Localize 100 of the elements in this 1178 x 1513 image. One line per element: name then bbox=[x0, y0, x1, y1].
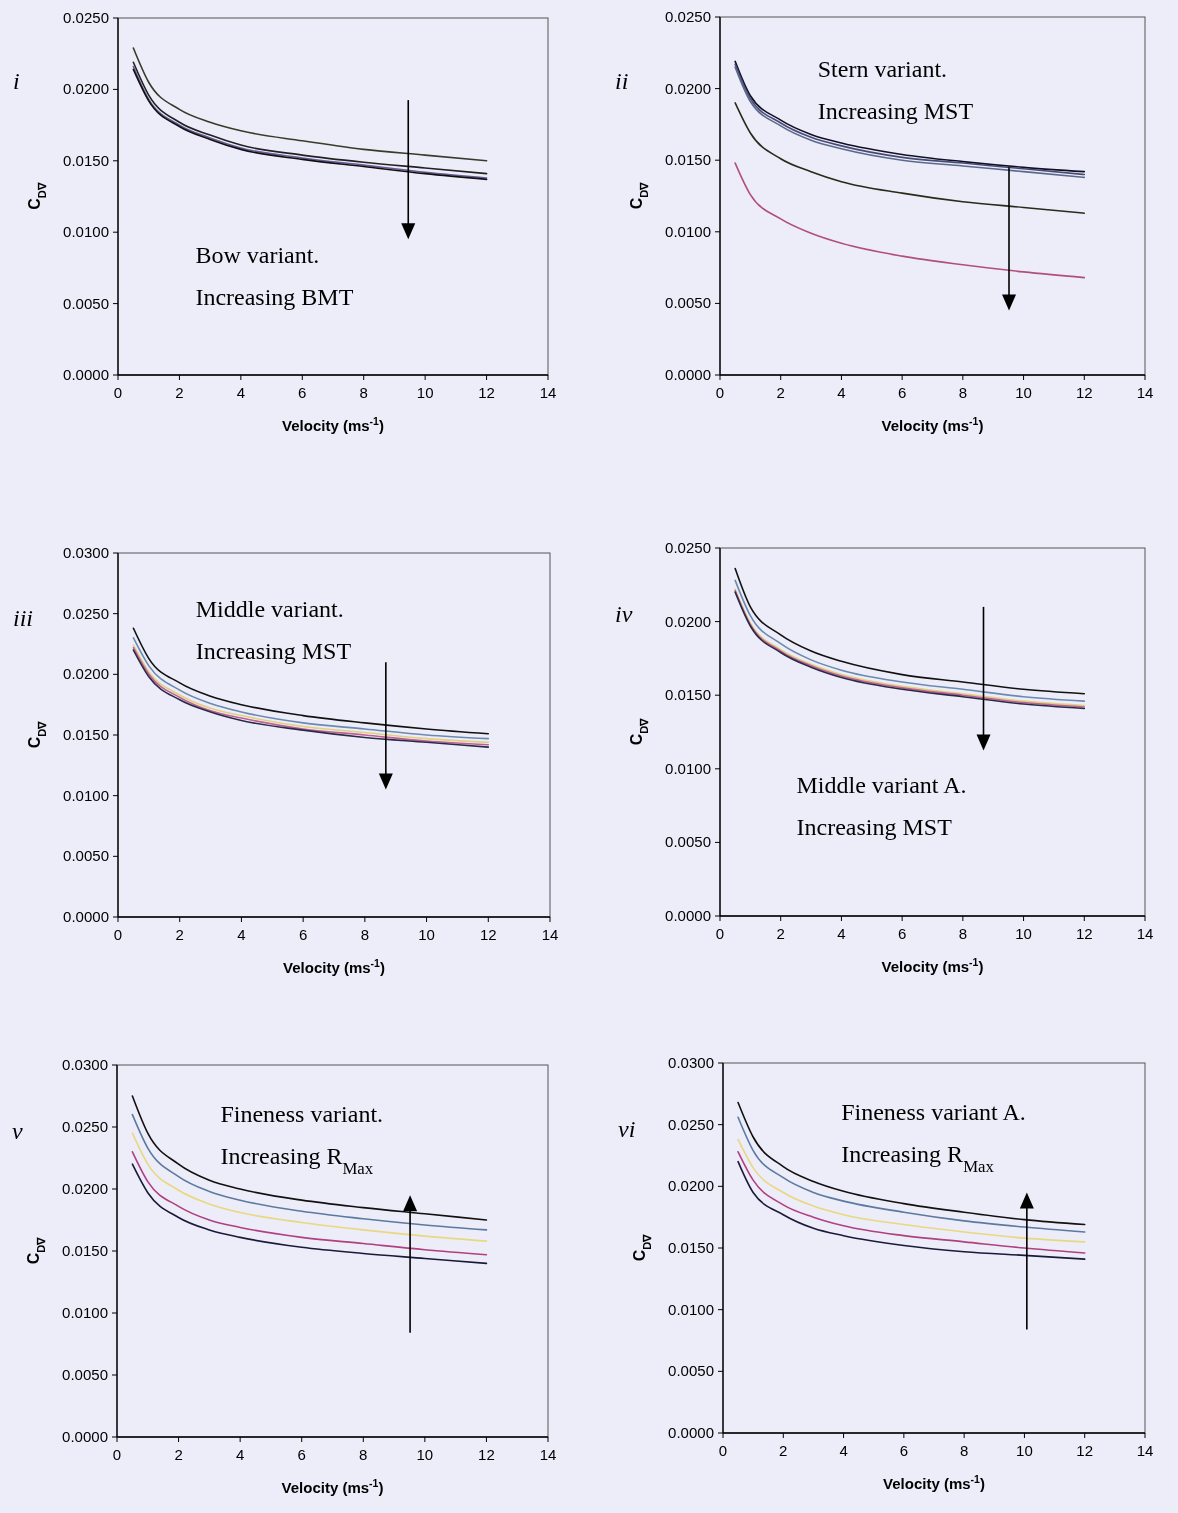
y-tick-label: 0.0250 bbox=[665, 539, 711, 556]
x-tick-label: 2 bbox=[776, 925, 785, 942]
x-tick-label: 4 bbox=[839, 1442, 848, 1459]
y-tick-label: 0.0150 bbox=[63, 726, 109, 743]
y-tick-label: 0.0150 bbox=[665, 151, 711, 169]
x-tick-label: 14 bbox=[541, 926, 559, 943]
x-tick-label: 4 bbox=[235, 1446, 245, 1463]
annotation: Middle variant A. bbox=[796, 771, 967, 798]
y-tick-label: 0.0300 bbox=[62, 1056, 108, 1073]
x-tick-label: 4 bbox=[236, 384, 246, 401]
x-tick-label: 6 bbox=[298, 926, 308, 943]
x-tick-label: 12 bbox=[479, 926, 497, 943]
x-tick-label: 10 bbox=[418, 926, 435, 943]
x-tick-label: 8 bbox=[958, 925, 968, 942]
x-tick-label: 8 bbox=[959, 1442, 969, 1459]
x-tick-label: 8 bbox=[360, 926, 370, 943]
x-tick-label: 0 bbox=[718, 1442, 728, 1459]
x-tick-label: 4 bbox=[237, 926, 246, 943]
y-tick-label: 0.0250 bbox=[668, 1115, 714, 1133]
x-tick-label: 8 bbox=[958, 384, 968, 401]
y-tick-label: 0.0200 bbox=[665, 79, 711, 97]
y-tick-label: 0.0050 bbox=[665, 833, 711, 851]
y-tick-label: 0.0300 bbox=[63, 544, 109, 561]
x-tick-label: 10 bbox=[1015, 925, 1032, 942]
x-tick-label: 2 bbox=[174, 1446, 183, 1463]
x-tick-label: 10 bbox=[416, 384, 434, 401]
x-tick-label: 0 bbox=[715, 384, 725, 401]
y-tick-label: 0.0000 bbox=[62, 1428, 108, 1445]
y-tick-label: 0.0250 bbox=[665, 8, 711, 25]
x-tick-label: 4 bbox=[837, 925, 846, 942]
x-tick-label: 2 bbox=[776, 384, 785, 401]
y-tick-label: 0.0100 bbox=[665, 222, 711, 240]
annotation: Increasing R$_{Max}$ bbox=[220, 1143, 374, 1178]
x-tick-label: 8 bbox=[359, 384, 368, 401]
y-tick-label: 0.0000 bbox=[668, 1424, 714, 1441]
y-tick-label: 0.0050 bbox=[63, 847, 109, 865]
x-axis-title: Velocity (ms$^{-1}$) bbox=[881, 956, 984, 975]
y-tick-label: 0.0250 bbox=[62, 1118, 108, 1135]
text: ii bbox=[615, 67, 629, 94]
x-tick-label: 12 bbox=[478, 1446, 495, 1463]
annotation: Increasing BMT bbox=[195, 284, 354, 311]
y-tick-label: 0.0000 bbox=[63, 908, 109, 925]
x-tick-label: 6 bbox=[897, 925, 907, 942]
y-tick-label: 0.0100 bbox=[668, 1300, 714, 1318]
y-tick-label: 0.0200 bbox=[63, 665, 109, 683]
y-tick-label: 0.0150 bbox=[665, 686, 711, 704]
y-tick-label: 0.0000 bbox=[63, 366, 109, 383]
x-tick-label: 14 bbox=[1136, 925, 1154, 942]
y-tick-label: 0.0000 bbox=[665, 366, 711, 383]
x-tick-label: 14 bbox=[539, 384, 557, 401]
y-tick-label: 0.0150 bbox=[63, 151, 109, 169]
y-tick-label: 0.0250 bbox=[63, 9, 109, 26]
x-tick-label: 6 bbox=[897, 384, 907, 401]
text: i bbox=[13, 68, 20, 95]
x-tick-label: 12 bbox=[1076, 1442, 1094, 1459]
annotation: Stern variant. bbox=[817, 55, 948, 82]
annotation: Bow variant. bbox=[195, 242, 320, 269]
x-tick-label: 4 bbox=[837, 384, 846, 401]
x-tick-label: 2 bbox=[175, 926, 184, 943]
annotation: Increasing R$_{Max}$ bbox=[841, 1141, 995, 1176]
x-axis-title: Velocity (ms$^{-1}$) bbox=[883, 1473, 985, 1492]
y-tick-label: 0.0050 bbox=[63, 294, 109, 312]
annotation: Increasing MST bbox=[195, 638, 352, 665]
y-tick-label: 0.0100 bbox=[665, 759, 711, 777]
y-tick-label: 0.0200 bbox=[665, 612, 711, 630]
x-axis-title: Velocity (ms$^{-1}$) bbox=[282, 415, 384, 434]
y-tick-label: 0.0050 bbox=[62, 1366, 108, 1383]
x-tick-label: 10 bbox=[416, 1446, 434, 1463]
x-tick-label: 0 bbox=[715, 925, 725, 942]
x-tick-label: 0 bbox=[113, 384, 123, 401]
text: iv bbox=[615, 600, 633, 627]
x-tick-label: 2 bbox=[779, 1442, 788, 1459]
x-tick-label: 0 bbox=[112, 1446, 122, 1463]
text: vi bbox=[618, 1116, 636, 1142]
y-tick-label: 0.0250 bbox=[63, 604, 109, 622]
y-tick-label: 0.0100 bbox=[62, 1304, 108, 1321]
x-axis-title: Velocity (ms$^{-1}$) bbox=[881, 415, 984, 434]
y-tick-label: 0.0100 bbox=[63, 786, 109, 804]
x-tick-label: 10 bbox=[1016, 1442, 1033, 1459]
x-tick-label: 12 bbox=[1075, 384, 1093, 401]
x-tick-label: 6 bbox=[297, 1446, 306, 1463]
x-axis-title: Velocity (ms$^{-1}$) bbox=[281, 1477, 384, 1496]
text: v bbox=[12, 1118, 23, 1145]
y-tick-label: 0.0200 bbox=[668, 1177, 714, 1195]
x-tick-label: 14 bbox=[1136, 384, 1154, 401]
y-tick-label: 0.0200 bbox=[62, 1180, 108, 1197]
annotation: Increasing MST bbox=[796, 813, 953, 840]
x-tick-label: 12 bbox=[478, 384, 495, 401]
x-tick-label: 14 bbox=[539, 1446, 557, 1463]
text: iii bbox=[13, 604, 34, 631]
x-tick-label: 2 bbox=[175, 384, 184, 401]
x-axis-title: Velocity (ms$^{-1}$) bbox=[283, 957, 385, 976]
x-tick-label: 12 bbox=[1075, 925, 1093, 942]
y-tick-label: 0.0050 bbox=[665, 294, 711, 312]
annotation: Fineness variant. bbox=[220, 1101, 384, 1128]
y-tick-label: 0.0150 bbox=[62, 1242, 108, 1259]
annotation: Middle variant. bbox=[195, 596, 344, 623]
y-tick-label: 0.0150 bbox=[668, 1239, 714, 1256]
y-tick-label: 0.0200 bbox=[63, 80, 109, 98]
annotation: Increasing MST bbox=[817, 97, 974, 124]
